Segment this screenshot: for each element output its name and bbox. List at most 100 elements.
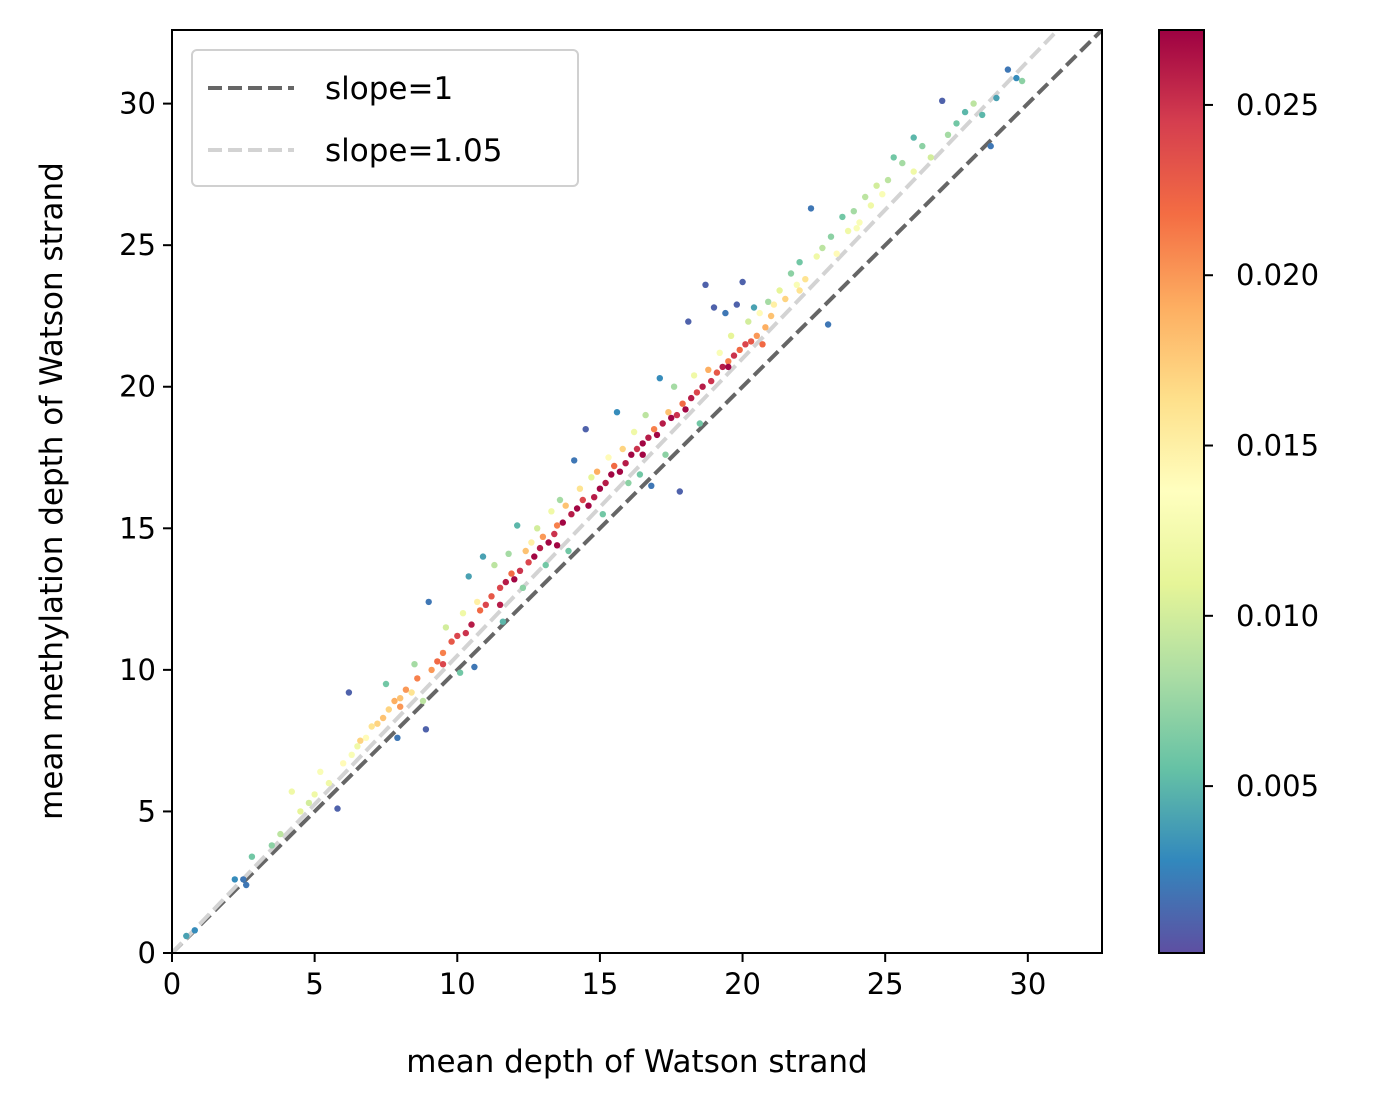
data-point (454, 632, 461, 640)
data-point (650, 426, 658, 433)
data-point (462, 629, 469, 637)
data-point (345, 689, 353, 696)
data-point (511, 576, 518, 583)
data-point (357, 737, 364, 744)
reference-line-1 (172, 30, 1102, 953)
data-point (1004, 66, 1012, 73)
y-axis-ticks: 0 5 10 15 20 25 30 (119, 87, 172, 970)
data-point (944, 131, 952, 138)
data-point (571, 457, 578, 464)
data-point (425, 598, 432, 606)
data-point (961, 108, 969, 116)
data-point (827, 233, 835, 240)
data-point (970, 100, 977, 107)
data-point (439, 649, 447, 657)
data-point (422, 726, 430, 733)
data-point (645, 434, 652, 441)
data-point (553, 522, 561, 529)
data-point (248, 853, 256, 860)
data-point (630, 428, 638, 436)
y-tick-label: 30 (119, 87, 156, 121)
data-point (770, 301, 778, 308)
data-point (625, 479, 632, 487)
data-point (502, 578, 509, 586)
data-point (662, 451, 669, 458)
data-point (745, 318, 752, 325)
data-point (374, 720, 381, 727)
data-point (753, 332, 760, 339)
data-point (559, 519, 566, 526)
y-tick-label: 10 (119, 653, 156, 687)
data-point (516, 567, 524, 574)
data-point (391, 697, 398, 705)
data-point (719, 363, 726, 371)
data-point (508, 570, 515, 577)
data-point (676, 488, 683, 495)
data-point (767, 312, 775, 320)
legend-label-slope-1: slope=1 (325, 71, 453, 107)
data-point (659, 420, 666, 427)
data-point (642, 411, 649, 419)
data-point (354, 743, 361, 750)
data-point (579, 496, 586, 504)
data-point (927, 154, 934, 161)
data-point (873, 182, 880, 189)
data-point (231, 876, 238, 883)
data-point (522, 547, 529, 555)
data-point (759, 341, 766, 348)
y-axis-label: mean methylation depth of Watson strand (34, 162, 70, 820)
data-point (368, 723, 375, 730)
data-point (633, 445, 641, 453)
data-point (713, 369, 721, 376)
data-point (382, 680, 390, 688)
data-point (588, 474, 595, 481)
data-point (879, 191, 886, 198)
data-point (856, 219, 863, 226)
y-tick-label: 15 (119, 511, 156, 545)
data-point (568, 511, 575, 518)
data-point (648, 482, 655, 489)
data-point (682, 406, 689, 413)
data-point (619, 445, 626, 453)
data-point (1018, 77, 1026, 85)
data-point (499, 618, 507, 625)
data-point (562, 502, 569, 509)
legend-label-slope-1-05: slope=1.05 (325, 133, 502, 169)
data-point (277, 830, 284, 838)
data-point (762, 324, 769, 331)
data-point (334, 805, 341, 812)
data-point (602, 479, 609, 487)
data-point (708, 377, 715, 385)
data-point (616, 468, 624, 475)
data-point (793, 281, 800, 288)
colorbar: 0.005 0.010 0.015 0.020 0.025 (1158, 29, 1319, 954)
y-tick-label: 5 (138, 794, 156, 828)
data-point (479, 553, 487, 560)
data-point (673, 411, 681, 419)
data-point (593, 468, 601, 475)
x-tick-label: 10 (439, 967, 476, 1001)
data-point (531, 553, 538, 560)
data-point (736, 346, 743, 354)
data-point (665, 409, 672, 416)
data-point (639, 451, 646, 458)
data-point (340, 760, 347, 767)
data-point (733, 301, 740, 308)
data-point (802, 276, 809, 283)
data-point (565, 547, 572, 555)
data-point (756, 309, 763, 317)
x-tick-label: 25 (867, 967, 904, 1001)
data-point (850, 208, 857, 215)
data-point (576, 485, 584, 492)
data-point (311, 791, 318, 798)
data-point (408, 689, 415, 696)
data-point (488, 593, 495, 600)
colorbar-tick-label: 0.025 (1236, 88, 1319, 122)
data-point (411, 661, 418, 668)
data-point (824, 321, 832, 328)
data-point (362, 734, 370, 741)
x-tick-label: 5 (305, 967, 323, 1001)
data-point (402, 686, 410, 693)
data-point (582, 426, 589, 433)
data-point (191, 927, 198, 934)
